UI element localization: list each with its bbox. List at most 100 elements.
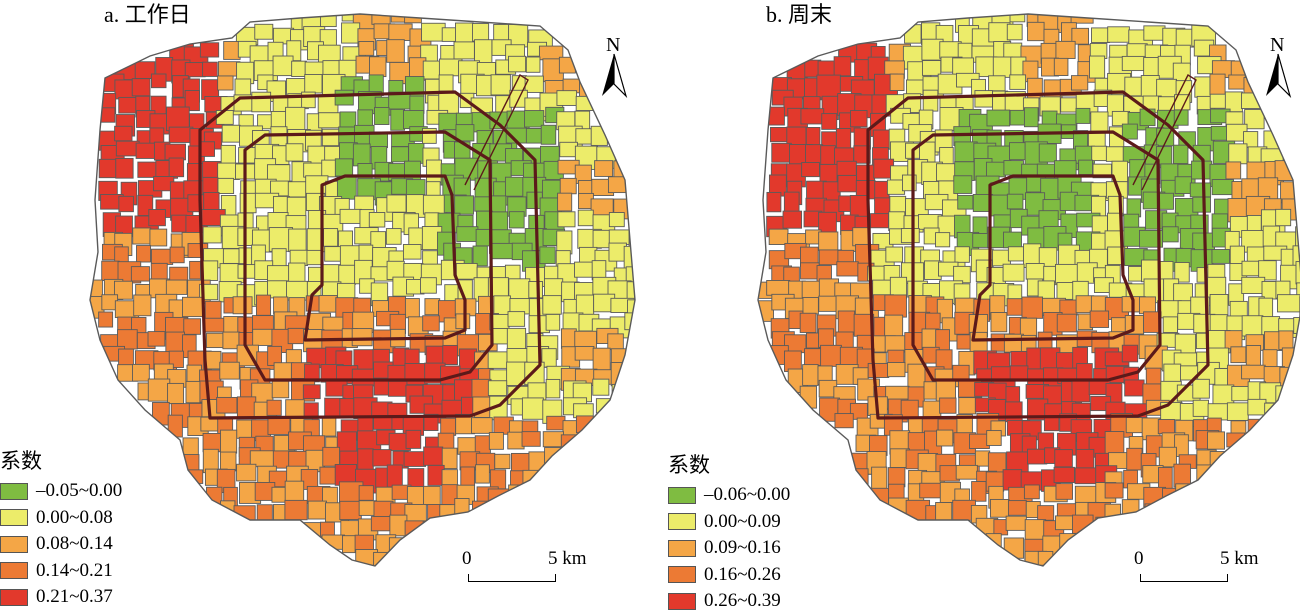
census-tract	[1075, 468, 1098, 484]
census-tract	[540, 247, 555, 264]
census-tract	[994, 520, 1008, 535]
census-tract	[319, 113, 340, 128]
census-tract	[388, 381, 407, 396]
census-tract	[625, 313, 648, 330]
census-tract	[851, 111, 868, 127]
census-tract	[495, 454, 510, 468]
census-tract	[986, 162, 1005, 177]
census-tract	[627, 300, 643, 315]
scale-bar: 0 5 km	[462, 548, 572, 588]
census-tract	[1057, 314, 1076, 332]
census-tract	[335, 159, 352, 176]
census-tract	[541, 125, 556, 144]
census-tract	[1006, 516, 1026, 530]
census-tract	[116, 158, 133, 178]
north-arrow: N	[1262, 34, 1294, 98]
census-tract	[954, 266, 971, 282]
census-tract	[987, 110, 1010, 126]
census-tract	[476, 465, 490, 483]
census-tract	[308, 501, 326, 519]
north-arrow-icon	[1262, 34, 1294, 98]
census-tract	[475, 197, 490, 211]
census-tract	[834, 57, 851, 76]
census-tract	[165, 144, 185, 160]
census-tract	[323, 317, 345, 331]
census-tract	[522, 432, 540, 447]
census-tract	[1075, 486, 1097, 504]
census-tract	[405, 299, 419, 318]
legend-swatch	[668, 513, 696, 530]
census-tract	[784, 351, 801, 372]
census-tract	[488, 381, 506, 396]
census-tract	[439, 75, 453, 91]
census-tract	[1207, 432, 1224, 449]
census-tract	[476, 229, 490, 245]
census-tract	[1193, 379, 1210, 398]
census-tract	[184, 319, 201, 335]
census-tract	[1004, 334, 1023, 352]
census-tract	[609, 213, 624, 227]
legend-item: 0.26~0.39	[668, 588, 790, 615]
census-tract	[456, 263, 477, 279]
census-tract	[166, 280, 187, 294]
north-arrow: N	[598, 34, 630, 98]
census-tract	[885, 336, 907, 352]
legend-label: 0.00~0.08	[36, 508, 113, 528]
census-tract	[237, 464, 256, 481]
census-tract	[427, 160, 442, 183]
census-tract	[203, 227, 221, 243]
census-tract	[1007, 299, 1022, 316]
census-tract	[407, 487, 425, 505]
census-tract	[119, 349, 134, 366]
census-tract	[387, 195, 406, 212]
census-tract	[475, 40, 492, 64]
census-tract	[423, 195, 447, 214]
census-tract	[1210, 294, 1228, 316]
census-tract	[505, 177, 523, 196]
legend: 系数 –0.06~0.00 0.00~0.09 0.09~0.16 0.16~0…	[668, 452, 790, 615]
census-tract	[1055, 450, 1073, 467]
census-tract	[359, 41, 374, 55]
census-tract	[509, 485, 527, 508]
census-tract	[336, 351, 352, 366]
census-tract	[320, 12, 336, 27]
census-tract	[1229, 75, 1246, 89]
census-tract	[1008, 501, 1026, 516]
census-tract	[205, 301, 221, 319]
census-tract	[784, 192, 799, 213]
census-tract	[1227, 433, 1245, 447]
legend-label: –0.05~0.00	[36, 481, 122, 501]
legend: 系数 –0.05~0.00 0.00~0.08 0.08~0.14 0.14~0…	[0, 448, 122, 611]
census-tract	[1279, 331, 1293, 350]
census-tract	[546, 379, 560, 397]
census-tract	[405, 8, 422, 23]
census-tract	[222, 125, 240, 142]
legend-swatch	[0, 589, 28, 606]
census-tract	[956, 465, 977, 479]
census-tract	[1004, 43, 1022, 59]
census-tract	[207, 487, 222, 508]
census-tract	[335, 90, 353, 105]
census-tract	[319, 45, 341, 62]
census-tract	[1024, 485, 1039, 499]
census-tract	[221, 430, 237, 453]
census-tract	[1190, 183, 1210, 197]
scale-bar-line	[468, 574, 556, 582]
census-tract	[373, 450, 391, 466]
census-tract	[172, 215, 187, 232]
census-tract	[543, 296, 561, 315]
census-tract	[88, 280, 103, 297]
census-tract	[870, 214, 888, 228]
census-tract	[937, 430, 953, 446]
scale-bar-distance-label: 5 km	[1220, 548, 1259, 570]
census-tract	[1005, 402, 1022, 422]
census-tract	[182, 297, 203, 316]
census-tract	[901, 228, 919, 242]
legend-swatch	[0, 483, 28, 500]
census-tract	[151, 74, 166, 88]
census-tract	[274, 363, 293, 381]
census-tract	[134, 295, 151, 316]
census-tract	[286, 144, 303, 161]
census-tract	[886, 247, 903, 262]
census-tract	[888, 362, 905, 376]
